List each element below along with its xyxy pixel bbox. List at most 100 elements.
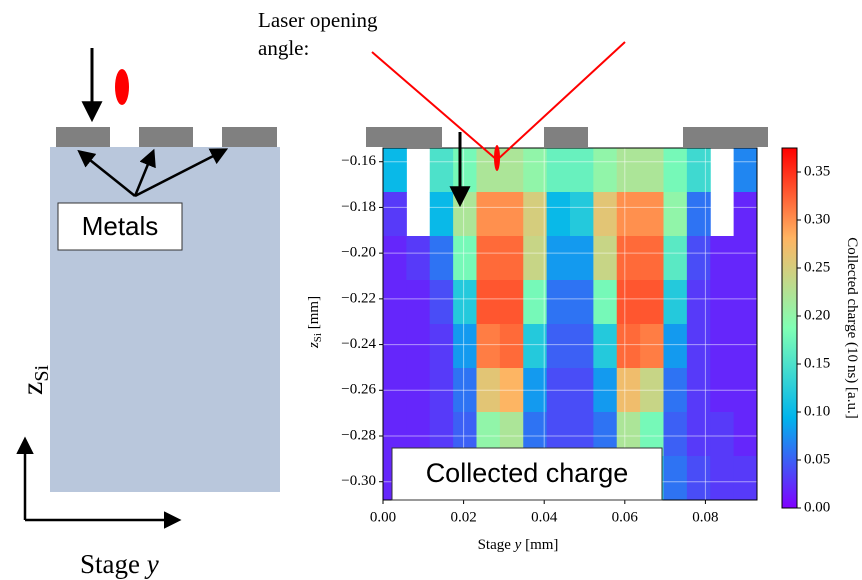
- heat-cell: [546, 236, 571, 281]
- heat-cell: [616, 412, 641, 457]
- heat-cell: [663, 412, 688, 457]
- heat-cell: [570, 412, 594, 457]
- heat-cell: [733, 412, 758, 457]
- metal-pad: [683, 127, 768, 147]
- heat-cell: [499, 412, 524, 457]
- heat-cell: [570, 236, 594, 281]
- laser-spot: [494, 145, 500, 171]
- heat-cell: [476, 192, 501, 237]
- heat-cell: [546, 412, 571, 457]
- heat-cell: [663, 456, 688, 501]
- heat-cell: [616, 236, 641, 281]
- x-label-italic: y: [513, 537, 522, 553]
- heat-cell: [710, 412, 735, 457]
- laser-label: angle:: [258, 36, 309, 60]
- heat-cell: [453, 148, 477, 193]
- heat-cell: [429, 192, 454, 237]
- heat-cell: [383, 324, 407, 369]
- y-label-unit: [mm]: [306, 296, 322, 329]
- heat-cell: [499, 324, 524, 369]
- y-label-subscript: Si: [312, 333, 324, 342]
- heat-cell: [593, 236, 618, 281]
- heat-cell: [429, 412, 454, 457]
- heat-cell: [383, 280, 407, 325]
- heat-cell: [523, 324, 548, 369]
- y-tick-label: −0.24: [341, 336, 376, 352]
- axis-z-label: zSi: [16, 365, 53, 395]
- heat-cell: [476, 412, 501, 457]
- heat-cell: [523, 148, 548, 193]
- pointer-arrow: [134, 148, 229, 198]
- heat-cell: [383, 236, 407, 281]
- heat-cell: [429, 324, 454, 369]
- y-tick-label: −0.30: [341, 473, 376, 489]
- heat-cell: [546, 192, 571, 237]
- heat-cell: [640, 324, 664, 369]
- x-tick-label: 0.00: [370, 509, 396, 525]
- heat-cell: [733, 456, 758, 501]
- metal-pad: [366, 127, 442, 147]
- metal-pad: [544, 127, 588, 147]
- heat-cell: [499, 192, 524, 237]
- colorbar-tick-label: 0.35: [804, 163, 830, 179]
- x-tick-label: 0.08: [692, 509, 718, 525]
- heat-cell: [570, 280, 594, 325]
- heat-cell: [616, 148, 641, 193]
- y-label-symbol: z: [306, 342, 322, 349]
- heat-cell: [383, 412, 407, 457]
- heat-cell: [663, 148, 688, 193]
- heat-cell: [593, 192, 618, 237]
- heat-cell: [616, 280, 641, 325]
- pointer-arrow: [77, 149, 136, 197]
- heat-cell: [383, 148, 407, 193]
- heat-cell: [733, 192, 758, 237]
- y-tick-label: −0.22: [341, 290, 376, 306]
- colorbar-tick-label: 0.30: [804, 211, 830, 227]
- heat-cell: [523, 412, 548, 457]
- axis-y-label: Stage y: [80, 549, 159, 579]
- heat-cell: [406, 236, 431, 281]
- heat-cell: [546, 280, 571, 325]
- heat-cell: [546, 148, 571, 193]
- heat-cell: [616, 324, 641, 369]
- heat-cell: [453, 236, 477, 281]
- x-label-text: Stage: [478, 537, 512, 553]
- heat-cell: [686, 456, 711, 501]
- heat-cell: [710, 324, 735, 369]
- heat-cell: [710, 280, 735, 325]
- heat-cell: [640, 280, 664, 325]
- metals-box: [57, 202, 183, 251]
- heat-cell: [686, 412, 711, 457]
- heat-cell: [383, 192, 407, 237]
- x-label-unit: [mm]: [525, 537, 558, 553]
- heat-cell: [640, 236, 664, 281]
- x-tick-label: 0.06: [612, 509, 639, 525]
- heat-cell: [663, 280, 688, 325]
- heat-cell: [570, 192, 594, 237]
- y-tick-label: −0.16: [341, 153, 376, 169]
- pointer-arrow: [133, 148, 156, 197]
- heat-cell: [663, 192, 688, 237]
- laser-cone: [496, 41, 626, 161]
- axis-z-symbol: z: [16, 382, 49, 395]
- heat-cell: [663, 324, 688, 369]
- heat-cell: [686, 324, 711, 369]
- heat-cell: [499, 236, 524, 281]
- heat-cell: [523, 280, 548, 325]
- heat-cell: [453, 280, 477, 325]
- axis-y-text: Stage: [80, 549, 140, 579]
- inset-label: Collected charge: [426, 458, 629, 488]
- colorbar-tick-label: 0.00: [804, 499, 830, 515]
- y-axis-label: zSi [mm]: [306, 296, 324, 349]
- heat-cell: [453, 412, 477, 457]
- heat-cell: [733, 148, 758, 193]
- y-tick-label: −0.28: [341, 427, 376, 443]
- heat-cell: [406, 324, 431, 369]
- heat-cell: [453, 192, 477, 237]
- y-tick-label: −0.18: [341, 199, 376, 215]
- colorbar-tick-label: 0.10: [804, 403, 830, 419]
- heat-cell: [476, 236, 501, 281]
- metal-pad: [56, 127, 110, 147]
- x-tick-label: 0.02: [450, 509, 476, 525]
